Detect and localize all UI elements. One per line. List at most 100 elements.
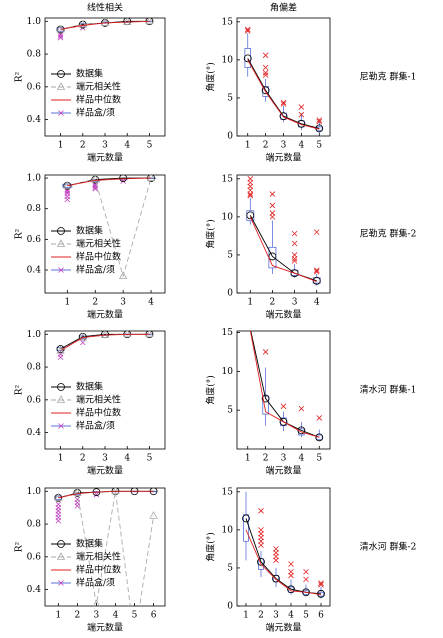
box (244, 48, 251, 68)
point (315, 433, 324, 442)
point (261, 394, 270, 403)
x-tick-label: 5 (303, 611, 309, 621)
point (92, 599, 100, 606)
y-tick-label: 0 (227, 289, 233, 299)
y-tick-label: 10 (222, 367, 234, 377)
x-tick-label: 4 (314, 298, 320, 308)
x-tick-label: 4 (299, 141, 305, 151)
outlier (298, 405, 305, 412)
x-tick-label: 6 (151, 611, 157, 621)
point (123, 331, 132, 338)
point (111, 488, 120, 495)
point (119, 175, 128, 182)
point (145, 18, 154, 25)
x-tick-label: 1 (245, 454, 251, 464)
plot-frame (236, 174, 331, 294)
outlier (288, 561, 294, 567)
outlier (64, 189, 71, 195)
x-tick-label: 5 (147, 454, 153, 464)
outlier (318, 581, 324, 588)
y-tick-label: 0.6 (27, 82, 42, 92)
y-axis-label: R² (15, 384, 25, 395)
series-line (247, 59, 320, 130)
outlier (57, 34, 64, 41)
outlier (262, 349, 269, 355)
x-tick-label: 6 (318, 611, 324, 621)
row-label: 清水河 群集-2 (360, 541, 417, 553)
x-tick-label: 3 (94, 611, 100, 621)
legend-label: 端元相关性 (76, 394, 121, 406)
legend-label: 样品盒/须 (76, 264, 115, 276)
x-tick-label: 4 (288, 611, 294, 621)
outlier (288, 572, 294, 579)
outlier (258, 508, 264, 514)
x-tick-label: 3 (273, 611, 279, 621)
legend-marker (56, 395, 66, 403)
x-axis-label: 端元数量 (87, 465, 123, 477)
point (146, 175, 156, 181)
series-line (58, 491, 155, 606)
outlier (313, 268, 320, 275)
x-tick-label: 1 (58, 141, 64, 151)
x-tick-label: 1 (64, 298, 70, 308)
outlier (244, 28, 251, 34)
plot-area (56, 331, 154, 361)
x-axis-label: 端元数量 (265, 465, 301, 477)
outlier (316, 118, 323, 125)
plot-area (62, 175, 156, 280)
box (262, 395, 269, 415)
outlier (269, 202, 276, 209)
legend-label: 端元相关性 (76, 551, 121, 563)
point (100, 331, 110, 338)
x-tick-label: 4 (299, 454, 305, 464)
outlier (280, 101, 287, 107)
y-tick-label: 1.0 (27, 330, 42, 340)
x-axis-label: 端元数量 (265, 309, 301, 321)
x-tick-label: 1 (58, 454, 64, 464)
point (123, 18, 132, 25)
x-tick-label: 4 (124, 141, 130, 151)
series-line (60, 20, 150, 30)
y-tick-label: 5 (227, 406, 233, 416)
x-tick-label: 3 (281, 454, 287, 464)
point (290, 269, 299, 278)
point (78, 332, 87, 341)
point (73, 488, 82, 496)
row-label: 尼勒克 群集-2 (360, 228, 417, 240)
point (244, 314, 251, 321)
legend-marker (56, 239, 66, 247)
outlier (316, 117, 323, 123)
legend-label: 样品中位数 (76, 407, 121, 419)
y-axis-label: R² (15, 541, 25, 552)
series-line (245, 529, 322, 596)
outlier (79, 339, 86, 346)
legend-marker (56, 552, 66, 560)
y-tick-label: 5 (227, 563, 233, 573)
legend-label: 样品盒/须 (76, 420, 115, 432)
outlier (303, 568, 309, 575)
outlier (262, 52, 269, 59)
outlier (262, 64, 269, 71)
x-tick-label: 2 (258, 611, 264, 621)
legend-label: 数据集 (76, 68, 103, 80)
y-axis-label: 角度(°) (205, 532, 217, 562)
x-tick-label: 1 (243, 611, 249, 621)
plot-frame (44, 487, 166, 607)
y-tick-label: 15 (222, 328, 234, 338)
legend-marker (57, 227, 65, 235)
y-tick-label: 0.4 (27, 585, 42, 595)
series-line (249, 331, 320, 438)
x-tick-label: 2 (263, 141, 269, 151)
plot-frame (236, 487, 331, 607)
x-tick-label: 3 (102, 141, 108, 151)
outlier (291, 230, 298, 237)
point (279, 112, 288, 121)
plot-area (243, 26, 324, 133)
point (312, 276, 321, 285)
x-tick-label: 1 (55, 611, 61, 621)
outlier (280, 99, 287, 106)
outlier (93, 491, 100, 498)
y-tick-label: 1.0 (27, 487, 42, 497)
y-axis-label: R² (15, 71, 25, 82)
point (145, 331, 154, 338)
